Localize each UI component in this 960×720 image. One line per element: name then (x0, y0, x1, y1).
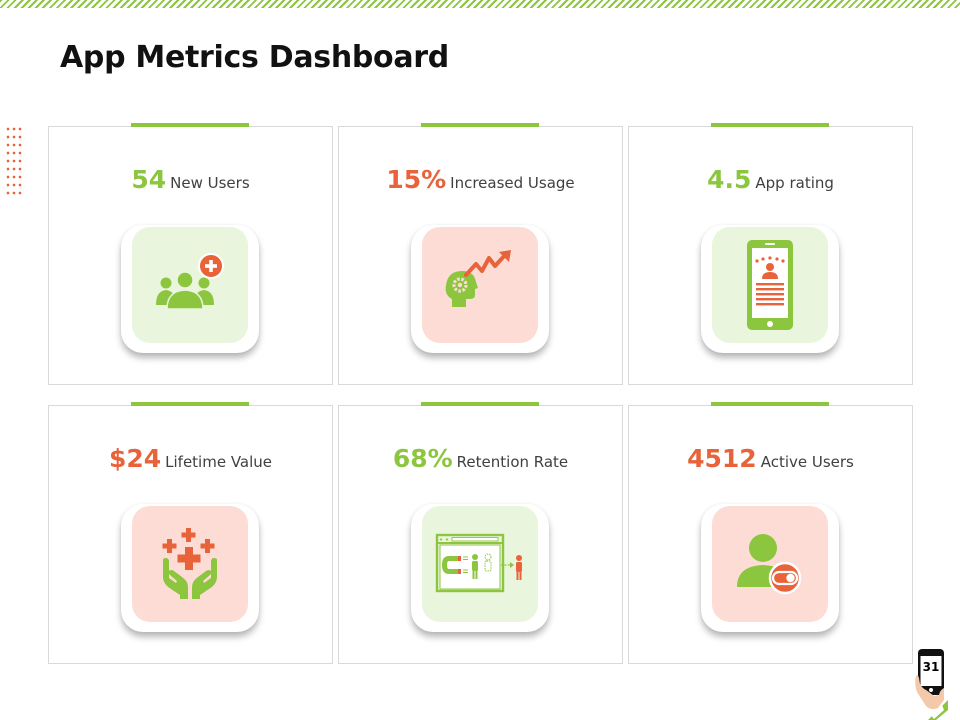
metric-label: Increased Usage (450, 174, 575, 192)
card-heading: 54 New Users (49, 165, 332, 194)
metric-card-lifetime-value: $24 Lifetime Value (48, 402, 333, 664)
metric-label: Lifetime Value (165, 453, 273, 471)
metric-value: 54 (131, 165, 167, 194)
icon-tile-frame (411, 225, 549, 353)
hand-phone-icon (915, 649, 948, 720)
metric-card-increased-usage: 15% Increased Usage (338, 123, 623, 385)
icon-tile-frame (701, 504, 839, 632)
metric-value: 4512 (687, 444, 757, 473)
icon-tile (132, 227, 248, 343)
icon-tile-frame (701, 225, 839, 353)
icon-tile (132, 506, 248, 622)
metric-value: 68% (392, 444, 453, 473)
card-accent-bar (421, 402, 539, 406)
card-heading: $24 Lifetime Value (49, 444, 332, 473)
card-heading: 68% Retention Rate (339, 444, 622, 473)
browser-magnet-icon (435, 533, 522, 593)
icon-tile (712, 506, 828, 622)
metric-value: 15% (386, 165, 447, 194)
card-accent-bar (711, 123, 829, 127)
icon-tile-frame (121, 225, 259, 353)
user-group-add-icon (156, 253, 224, 310)
metric-label: Retention Rate (456, 453, 569, 471)
icon-tile-frame (411, 504, 549, 632)
icon-tile (712, 227, 828, 343)
metric-card-app-rating: 4.5 App rating (628, 123, 913, 385)
card-heading: 4.5 App rating (629, 165, 912, 194)
phone-rating-icon (747, 240, 793, 330)
top-stripe-decoration (0, 0, 960, 8)
card-accent-bar (131, 123, 249, 127)
head-gear-growth-icon (445, 250, 511, 307)
metric-value: 4.5 (707, 165, 752, 194)
hands-plus-icon (162, 528, 217, 599)
card-accent-bar (711, 402, 829, 406)
page-title: App Metrics Dashboard (60, 40, 449, 75)
icon-tile-frame (121, 504, 259, 632)
page-number-badge: 31 (914, 648, 948, 720)
metric-label: New Users (170, 174, 250, 192)
page-number: 31 (922, 660, 940, 674)
metric-label: Active Users (760, 453, 854, 471)
card-heading: 15% Increased Usage (339, 165, 622, 194)
metric-label: App rating (755, 174, 834, 192)
metric-card-new-users: 54 New Users (48, 123, 333, 385)
dot-grid-decoration (5, 125, 23, 197)
metric-card-retention-rate: 68% Retention Rate (338, 402, 623, 664)
card-heading: 4512 Active Users (629, 444, 912, 473)
icon-tile (422, 506, 538, 622)
card-accent-bar (421, 123, 539, 127)
metric-card-active-users: 4512 Active Users (628, 402, 913, 664)
metric-value: $24 (108, 444, 162, 473)
card-accent-bar (131, 402, 249, 406)
active-user-toggle-icon (737, 534, 802, 595)
icon-tile (422, 227, 538, 343)
